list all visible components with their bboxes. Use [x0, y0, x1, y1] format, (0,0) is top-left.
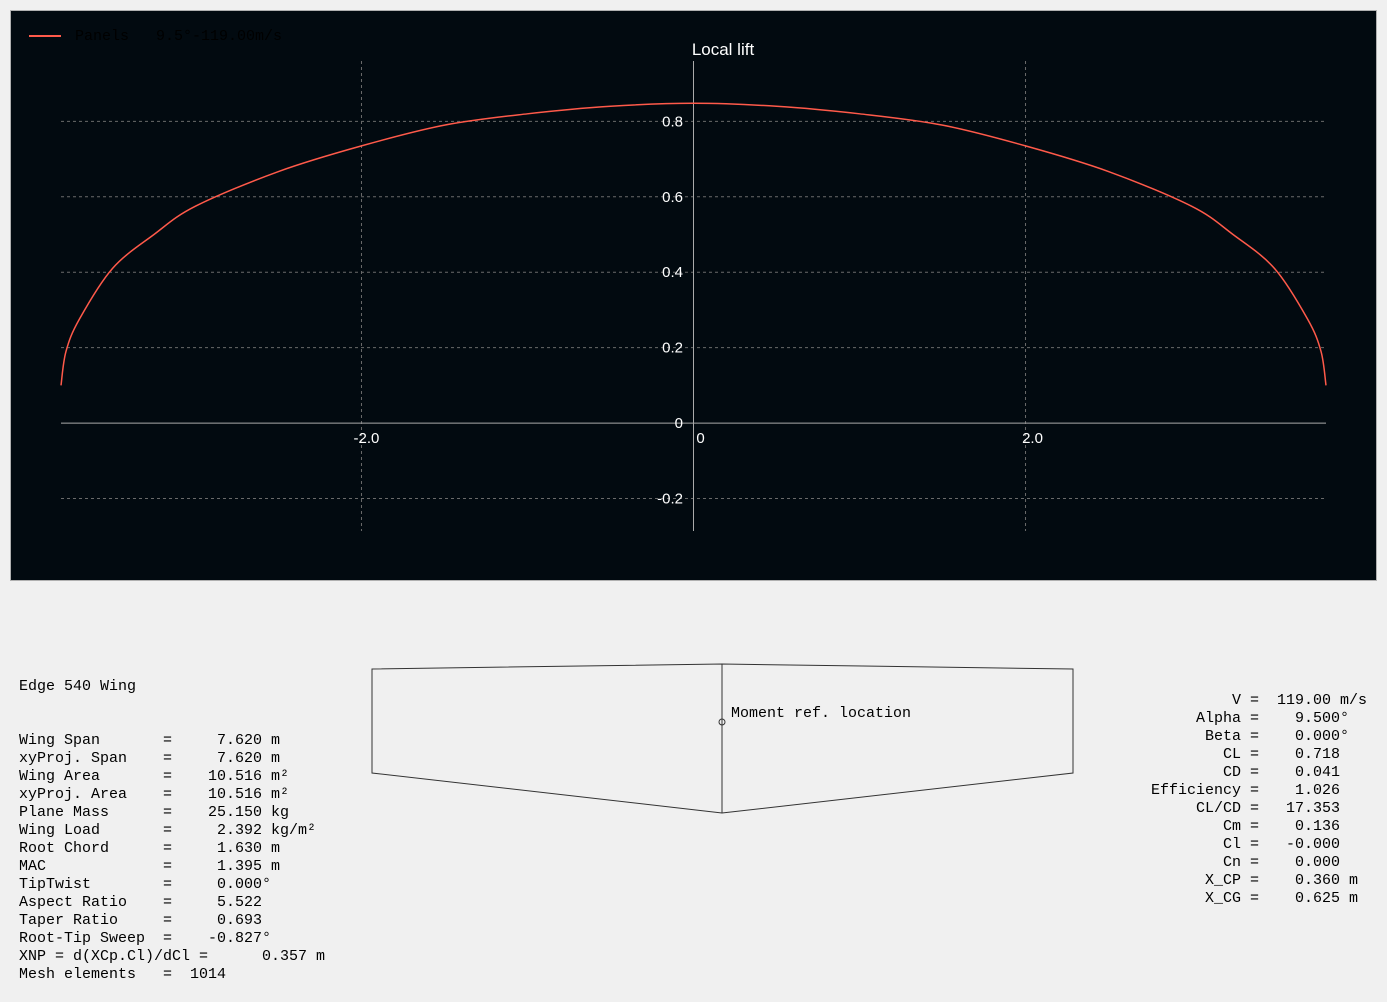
wing-info-line: TipTwist = 0.000°	[19, 876, 272, 893]
aero-result-line: CL/CD = 17.353	[1150, 800, 1340, 817]
x-tick-label: -2.0	[354, 430, 380, 447]
wing-info-line: MAC = 1.395 m	[19, 858, 281, 875]
x-tick-label: 0	[696, 430, 704, 447]
wing-info-line: Root-Tip Sweep = -0.827°	[19, 930, 272, 947]
aero-result-line: V = 119.00 m/s	[1150, 692, 1367, 709]
aero-result-line: Efficiency = 1.026	[1150, 782, 1340, 799]
y-tick-label: 0.4	[662, 264, 683, 281]
wing-info-line: Taper Ratio = 0.693	[19, 912, 263, 929]
aero-result-line: Alpha = 9.500°	[1150, 710, 1349, 727]
wing-info-line: xyProj. Span = 7.620 m	[19, 750, 281, 767]
aero-result-line: Cn = 0.000	[1150, 854, 1340, 871]
y-tick-label: 0.2	[662, 340, 683, 357]
aero-result-line: Cl = -0.000	[1150, 836, 1340, 853]
wing-info-line: xyProj. Area = 10.516 m²	[19, 786, 290, 803]
wing-planform: Moment ref. location	[371, 663, 1074, 814]
aero-result-line: X_CP = 0.360 m	[1150, 872, 1358, 889]
wing-info-line: Plane Mass = 25.150 kg	[19, 804, 290, 821]
y-tick-label: 0	[675, 415, 683, 432]
legend-label: Panels 9.5°-119.00m/s	[75, 28, 282, 45]
wing-info-line: Wing Span = 7.620 m	[19, 732, 281, 749]
wing-info-line: Mesh elements = 1014	[19, 966, 227, 983]
aero-result-line: CL = 0.718	[1150, 746, 1340, 763]
chart-title: Local lift	[692, 40, 755, 59]
moment-ref-marker	[718, 718, 726, 726]
local-lift-plot[interactable]: 0.8 0.6 0.4 0.2 0 -0.2 -2.0 0 2.0 Local lift Pan…	[10, 10, 1377, 581]
moment-ref-label: Moment ref. location	[731, 705, 911, 722]
aero-results-panel: V = 119.00 m/s Alpha = 9.500° Beta = 0.0…	[1151, 692, 1367, 908]
wing-name: Edge 540 Wing	[19, 678, 137, 695]
wing-info-line: Aspect Ratio = 5.522	[19, 894, 263, 911]
y-tick-label: -0.2	[657, 491, 683, 508]
y-tick-label: 0.6	[662, 189, 683, 206]
aero-result-line: CD = 0.041	[1150, 764, 1340, 781]
wing-info-line: Wing Area = 10.516 m²	[19, 768, 290, 785]
y-tick-label: 0.8	[662, 113, 683, 130]
chart-svg: 0.8 0.6 0.4 0.2 0 -0.2 -2.0 0 2.0 Local lift Pan…	[29, 28, 1327, 531]
series-line-panels	[60, 102, 1327, 386]
aero-result-line: X_CG = 0.625 m	[1150, 890, 1358, 907]
wing-info-line: Wing Load = 2.392 kg/m²	[19, 822, 317, 839]
wing-info-panel: Edge 540 Wing Wing Span = 7.620 m xyProj.…	[19, 642, 325, 1002]
x-tick-label: 2.0	[1022, 430, 1043, 447]
aero-result-line: Beta = 0.000°	[1150, 728, 1349, 745]
wing-info-line: XNP = d(XCp.Cl)/dCl = 0.357 m	[19, 948, 326, 965]
aero-result-line: Cm = 0.136	[1150, 818, 1340, 835]
wing-info-line: Root Chord = 1.630 m	[19, 840, 281, 857]
